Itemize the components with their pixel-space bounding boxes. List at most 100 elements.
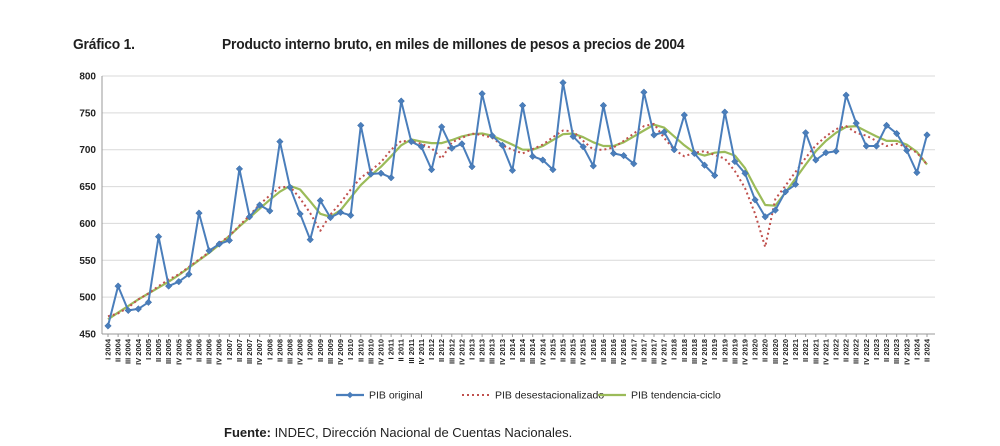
x-tick-label: I 2017: [629, 339, 638, 360]
x-tick-label: II 2015: [559, 339, 568, 362]
data-point: [518, 101, 527, 110]
data-point: [134, 305, 142, 313]
data-point: [195, 209, 203, 217]
data-point: [235, 165, 244, 173]
data-point: [589, 162, 597, 170]
data-point: [549, 165, 557, 174]
data-point: [387, 174, 395, 182]
data-point: [316, 196, 324, 205]
x-tick-label: III 2022: [852, 339, 861, 364]
series-line-1: [107, 122, 928, 318]
y-tick-label: 700: [79, 145, 96, 156]
legend: PIB original PIB desestacionalizado PIB te…: [336, 390, 721, 402]
x-tick-label: I 2014: [508, 338, 517, 360]
x-tick-label: I 2007: [225, 339, 234, 360]
legend-marker: [346, 391, 354, 399]
legend-label-1: PIB desestacionalizado: [495, 390, 604, 402]
x-tick-label: III 2011: [407, 339, 416, 364]
data-point: [650, 131, 658, 139]
x-tick-label: I 2019: [710, 339, 719, 360]
x-tick-label: IV 2007: [255, 339, 264, 365]
data-point: [569, 132, 577, 141]
x-tick-label: II 2016: [599, 339, 608, 362]
y-tick-label: 750: [79, 108, 96, 119]
x-tick-label: I 2011: [387, 339, 396, 359]
data-point: [347, 211, 355, 219]
x-tick-label: I 2016: [589, 339, 598, 360]
x-tick-label: II 2004: [114, 338, 123, 362]
y-tick-label: 650: [79, 182, 96, 193]
y-tick-label: 600: [79, 219, 96, 230]
data-point: [812, 156, 820, 164]
series-line-0: [107, 81, 928, 327]
data-point: [468, 163, 476, 171]
x-tick-label: III 2006: [205, 339, 214, 364]
data-point: [154, 233, 163, 241]
chart-title: Producto interno bruto, en miles de mill…: [222, 36, 685, 53]
x-tick-label: IV 2020: [781, 339, 790, 365]
data-point: [599, 101, 608, 110]
x-tick-label: III 2023: [892, 339, 901, 364]
data-point: [630, 160, 638, 168]
x-tick-label: IV 2014: [538, 338, 547, 365]
x-tick-label: III 2018: [690, 339, 699, 364]
x-tick-label: IV 2012: [457, 339, 466, 365]
data-point: [862, 142, 870, 150]
x-tick-label: I 2005: [144, 339, 153, 360]
x-tick-label: IV 2017: [660, 339, 669, 365]
x-tick-label: I 2009: [306, 339, 315, 360]
x-tick-label: III 2019: [730, 339, 739, 364]
data-point: [913, 168, 921, 177]
x-tick-label: I 2012: [427, 339, 436, 360]
x-tick-label: II 2010: [356, 339, 365, 362]
data-point: [397, 97, 405, 105]
data-point: [529, 152, 537, 161]
x-tick-label: III 2009: [326, 339, 335, 364]
x-tick-label: IV 2018: [700, 339, 709, 365]
source-text: INDEC, Dirección Nacional de Cuentas Nac…: [270, 425, 573, 440]
x-tick-label: I 2010: [346, 339, 355, 360]
x-tick-label: IV 2004: [134, 338, 143, 365]
data-point: [124, 306, 132, 315]
x-tick-label: III 2004: [124, 338, 133, 364]
x-tick-label: I 2004: [104, 338, 113, 360]
data-point: [377, 169, 385, 177]
data-point: [488, 132, 496, 140]
x-tick-labels: I 2004 II 2004 III 2004 IV 2004 I 2005 II 200…: [104, 338, 932, 365]
data-point: [781, 188, 790, 196]
x-tick-label: IV 2013: [498, 339, 507, 365]
x-tick-label: II 2018: [680, 339, 689, 362]
data-point: [872, 142, 881, 150]
x-tick-label: III 2020: [771, 339, 780, 364]
data-point: [559, 78, 567, 87]
x-tick-label: III 2015: [569, 339, 578, 364]
x-tick-label: II 2008: [275, 339, 284, 362]
data-point: [458, 140, 466, 148]
x-tick-label: III 2016: [609, 339, 618, 364]
data-point: [842, 91, 850, 99]
x-tick-label: III 2014: [528, 338, 537, 364]
x-tick-label: II 2005: [154, 339, 163, 362]
x-tick-label: II 2011: [397, 339, 406, 362]
x-tick-label: III 2017: [650, 339, 659, 364]
data-point: [498, 141, 506, 149]
data-point: [893, 129, 901, 138]
x-tick-label: IV 2019: [741, 339, 750, 365]
data-point: [427, 165, 436, 174]
data-point: [367, 170, 375, 178]
data-point: [276, 137, 284, 146]
data-point: [205, 247, 213, 255]
x-tick-label: III 2010: [366, 339, 375, 364]
chart-label: Gráfico 1.: [73, 36, 135, 53]
data-point: [215, 240, 223, 248]
data-point: [579, 143, 587, 151]
data-point: [771, 206, 779, 214]
y-tick-label: 500: [79, 293, 96, 304]
data-point: [225, 236, 233, 245]
data-point: [326, 213, 335, 222]
x-tick-label: II 2012: [437, 339, 446, 362]
x-tick-label: II 2006: [195, 339, 204, 362]
data-point: [640, 88, 648, 96]
x-tick-label: III 2013: [488, 339, 497, 364]
